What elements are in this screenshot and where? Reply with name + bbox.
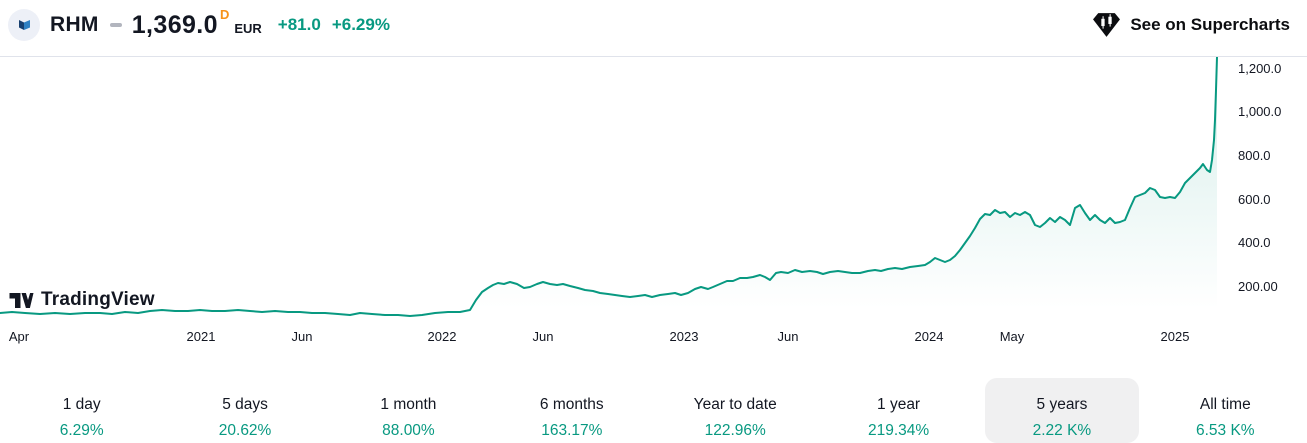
x-axis-label: Apr bbox=[8, 329, 30, 344]
range-button-year-to-date[interactable]: Year to date 122.96% bbox=[659, 378, 812, 443]
range-change-value: 163.17% bbox=[541, 422, 603, 439]
tradingview-logo-icon bbox=[9, 293, 34, 308]
range-button-1-year[interactable]: 1 year 219.34% bbox=[822, 378, 975, 443]
x-axis-label: Jun bbox=[291, 329, 313, 344]
range-button-1-month[interactable]: 1 month 88.00% bbox=[332, 378, 485, 443]
market-status-dash-icon bbox=[109, 23, 122, 27]
range-label: 1 year bbox=[877, 396, 921, 413]
y-axis-label: 600.0 bbox=[1238, 192, 1271, 207]
chart-plot-area[interactable] bbox=[0, 57, 1218, 321]
range-label: 1 month bbox=[380, 396, 437, 413]
price-change-absolute: +81.0 bbox=[277, 15, 321, 34]
range-label: 1 day bbox=[62, 396, 101, 413]
x-axis-label: 2025 bbox=[1160, 329, 1190, 344]
range-change-value: 219.34% bbox=[867, 422, 930, 439]
range-change-value: 6.29% bbox=[59, 422, 104, 439]
range-label: 5 years bbox=[1036, 396, 1088, 413]
range-label: All time bbox=[1199, 396, 1251, 413]
delayed-data-marker: D bbox=[219, 7, 230, 22]
x-axis-label: May bbox=[999, 329, 1025, 344]
range-change-value: 2.22 K% bbox=[1032, 422, 1092, 439]
range-selector: 1 day 6.29% 5 days 20.62% 1 month 88.00%… bbox=[0, 378, 1307, 443]
see-on-supercharts-label: See on Supercharts bbox=[1130, 14, 1290, 34]
x-axis-label: Jun bbox=[532, 329, 554, 344]
range-label: Year to date bbox=[693, 396, 777, 413]
header: RHM 1,369.0 D EUR +81.0 +6.29% See on Su… bbox=[0, 0, 1307, 50]
x-axis-label: 2024 bbox=[914, 329, 944, 344]
range-change-value: 20.62% bbox=[218, 422, 272, 439]
range-button-all-time[interactable]: All time 6.53 K% bbox=[1149, 378, 1302, 443]
x-axis-label: 2022 bbox=[427, 329, 457, 344]
rheinmetall-logo-icon bbox=[19, 20, 30, 30]
range-change-value: 122.96% bbox=[704, 422, 766, 439]
range-button-1-day[interactable]: 1 day 6.29% bbox=[5, 378, 158, 443]
tradingview-watermark-label: TradingView bbox=[41, 289, 155, 310]
supercharts-gem-icon bbox=[1093, 13, 1121, 37]
x-axis-label: Jun bbox=[777, 329, 799, 344]
y-axis-label: 800.0 bbox=[1238, 148, 1271, 163]
range-button-5-days[interactable]: 5 days 20.62% bbox=[168, 378, 321, 443]
symbol-name[interactable]: RHM bbox=[50, 13, 99, 36]
price-change-percent: +6.29% bbox=[331, 15, 390, 34]
range-label: 5 days bbox=[222, 396, 268, 413]
tradingview-watermark[interactable]: TradingView bbox=[7, 287, 155, 313]
x-axis-label: 2023 bbox=[669, 329, 699, 344]
see-on-supercharts-link[interactable]: See on Supercharts bbox=[1092, 10, 1290, 39]
y-axis-label: 1,200.0 bbox=[1238, 61, 1282, 76]
y-axis-label: 1,000.0 bbox=[1238, 104, 1282, 119]
range-change-value: 6.53 K% bbox=[1196, 422, 1255, 439]
range-change-value: 88.00% bbox=[382, 422, 435, 439]
range-button-6-months[interactable]: 6 months 163.17% bbox=[495, 378, 648, 443]
last-price: 1,369.0 bbox=[131, 10, 218, 39]
symbol-logo bbox=[8, 9, 40, 41]
range-button-5-years[interactable]: 5 years 2.22 K% bbox=[985, 378, 1139, 443]
y-axis-label: 400.0 bbox=[1238, 235, 1271, 250]
header-divider bbox=[0, 56, 1307, 57]
x-axis-label: 2021 bbox=[186, 329, 216, 344]
currency-label: EUR bbox=[234, 21, 262, 36]
range-label: 6 months bbox=[539, 396, 604, 413]
y-axis-label: 200.00 bbox=[1238, 279, 1278, 294]
